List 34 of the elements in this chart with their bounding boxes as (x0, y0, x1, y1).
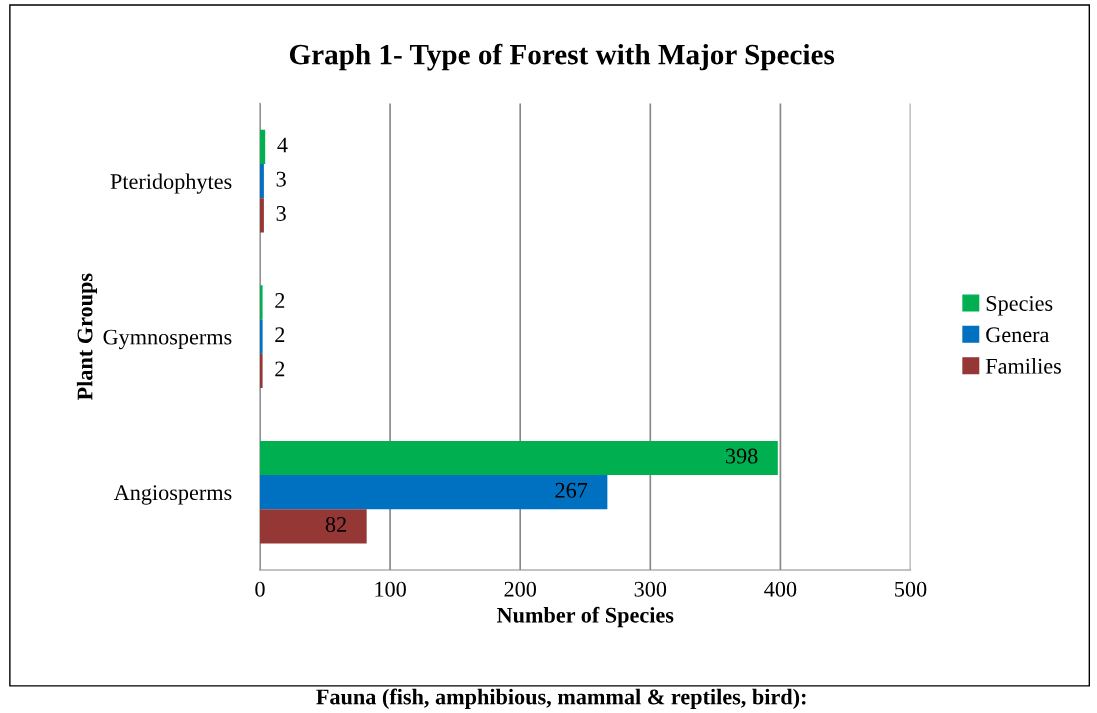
y-tick-label: Gymnosperms (103, 329, 232, 350)
legend-label: Species (986, 295, 1053, 316)
x-tick-label: 200 (504, 581, 537, 597)
bar (259, 440, 778, 476)
bar (259, 198, 264, 233)
legend-label: Genera (986, 327, 1050, 343)
data-label: 267 (555, 482, 588, 498)
data-label: 2 (275, 327, 285, 343)
data-label: 2 (275, 361, 285, 377)
data-label: 4 (277, 137, 288, 153)
y-axis-title: Plant Groups (76, 273, 98, 400)
bar (259, 509, 367, 544)
bar (259, 319, 263, 354)
x-tick-label: 500 (895, 581, 927, 597)
x-tick-label: 100 (375, 581, 406, 597)
y-tick-label: Angiosperms (113, 485, 232, 505)
data-label: 3 (276, 205, 286, 221)
data-label: 82 (325, 516, 346, 532)
legend-label: Families (985, 358, 1061, 374)
data-label: 2 (275, 293, 285, 308)
text: Fauna (fish, amphibious, mammal & reptiles, bird): (316, 688, 806, 709)
chart-title: Graph 1- Type of Forest with Major Species (289, 43, 835, 71)
data-label: 398 (726, 448, 758, 464)
data-label: 3 (276, 171, 286, 187)
x-axis-title: Number of Species (496, 606, 674, 628)
bar (259, 475, 608, 510)
x-tick-label: 400 (764, 581, 797, 597)
bar (259, 285, 263, 320)
bar (259, 164, 264, 199)
y-tick-label: Pteridophytes (110, 173, 232, 194)
bar (259, 129, 266, 165)
bar (259, 353, 263, 388)
x-tick-label: 0 (255, 581, 265, 597)
x-tick-label: 300 (634, 581, 667, 597)
